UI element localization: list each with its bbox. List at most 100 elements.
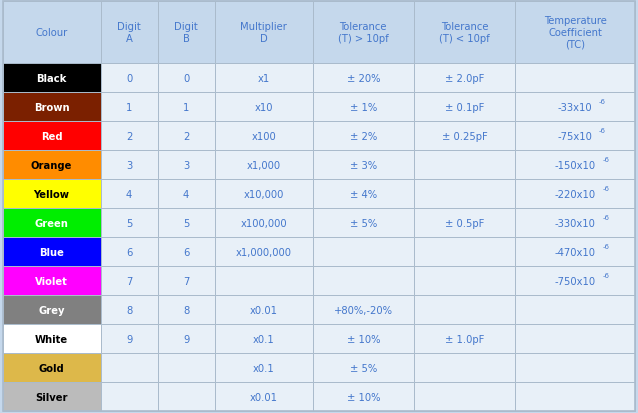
Text: -6: -6 [603,156,610,162]
Text: ± 1%: ± 1% [350,103,377,113]
Text: x0.1: x0.1 [253,334,274,344]
Text: White: White [35,334,68,344]
Bar [101,296,158,325]
Bar [313,2,414,64]
Bar [158,2,214,64]
Text: Black: Black [36,74,67,84]
Bar [214,296,313,325]
Text: 4: 4 [183,190,189,199]
Bar [516,267,635,296]
Text: 5: 5 [126,218,132,228]
Bar [214,122,313,151]
Text: Red: Red [41,132,63,142]
Bar [3,267,101,296]
Text: ± 20%: ± 20% [346,74,380,84]
Text: Digit
B: Digit B [174,22,198,44]
Bar [3,354,101,382]
Bar [3,122,101,151]
Bar [414,209,516,238]
Text: Brown: Brown [34,103,70,113]
Bar [214,209,313,238]
Bar [313,122,414,151]
Bar [158,122,214,151]
Bar [414,296,516,325]
Text: Orange: Orange [31,161,72,171]
Text: -6: -6 [603,185,610,191]
Bar [516,64,635,93]
Text: ± 5%: ± 5% [350,363,377,373]
Bar [214,382,313,411]
Text: 5: 5 [183,218,189,228]
Bar [414,151,516,180]
Text: x0.1: x0.1 [253,363,274,373]
Text: 2: 2 [126,132,132,142]
Bar [313,151,414,180]
Text: 1: 1 [183,103,189,113]
Bar [3,151,101,180]
Text: -470x10: -470x10 [555,247,596,257]
Bar [313,296,414,325]
Text: x100: x100 [251,132,276,142]
Bar [516,296,635,325]
Bar [414,354,516,382]
Text: ± 1.0pF: ± 1.0pF [445,334,484,344]
Bar [214,238,313,267]
Bar [516,209,635,238]
Bar [158,267,214,296]
Bar [214,325,313,354]
Text: Blue: Blue [39,247,64,257]
Text: ± 5%: ± 5% [350,218,377,228]
Text: 6: 6 [126,247,132,257]
Bar [313,209,414,238]
Bar [158,238,214,267]
Bar [313,64,414,93]
Bar [3,180,101,209]
Bar [414,122,516,151]
Text: 8: 8 [126,305,132,315]
Bar [313,93,414,122]
Bar [516,122,635,151]
Text: ± 3%: ± 3% [350,161,377,171]
Bar [101,122,158,151]
Text: ± 0.1pF: ± 0.1pF [445,103,484,113]
Bar [214,2,313,64]
Bar [414,64,516,93]
Bar [101,64,158,93]
Text: -750x10: -750x10 [555,276,596,286]
Bar [158,180,214,209]
Text: 0: 0 [126,74,132,84]
Text: x0.01: x0.01 [249,392,278,402]
Text: Yellow: Yellow [34,190,70,199]
Bar [313,238,414,267]
Bar [101,325,158,354]
Bar [3,93,101,122]
Bar [313,267,414,296]
Bar [3,382,101,411]
Text: ± 0.5pF: ± 0.5pF [445,218,484,228]
Bar [158,64,214,93]
Text: Temperature
Coefficient
(TC): Temperature Coefficient (TC) [544,17,607,50]
Bar [3,325,101,354]
Text: Colour: Colour [36,28,68,38]
Text: 3: 3 [126,161,132,171]
Bar [516,151,635,180]
Bar [313,325,414,354]
Bar [414,325,516,354]
Bar [313,382,414,411]
Bar [214,64,313,93]
Bar [214,151,313,180]
Bar [313,180,414,209]
Bar [516,382,635,411]
Bar [101,2,158,64]
Bar [414,382,516,411]
Text: Tolerance
(T) < 10pf: Tolerance (T) < 10pf [439,22,490,44]
Text: x10: x10 [255,103,273,113]
Bar [101,180,158,209]
Bar [101,267,158,296]
Text: Gold: Gold [39,363,64,373]
Text: x100,000: x100,000 [241,218,287,228]
Bar [3,238,101,267]
Bar [158,93,214,122]
Bar [101,382,158,411]
Bar [516,180,635,209]
